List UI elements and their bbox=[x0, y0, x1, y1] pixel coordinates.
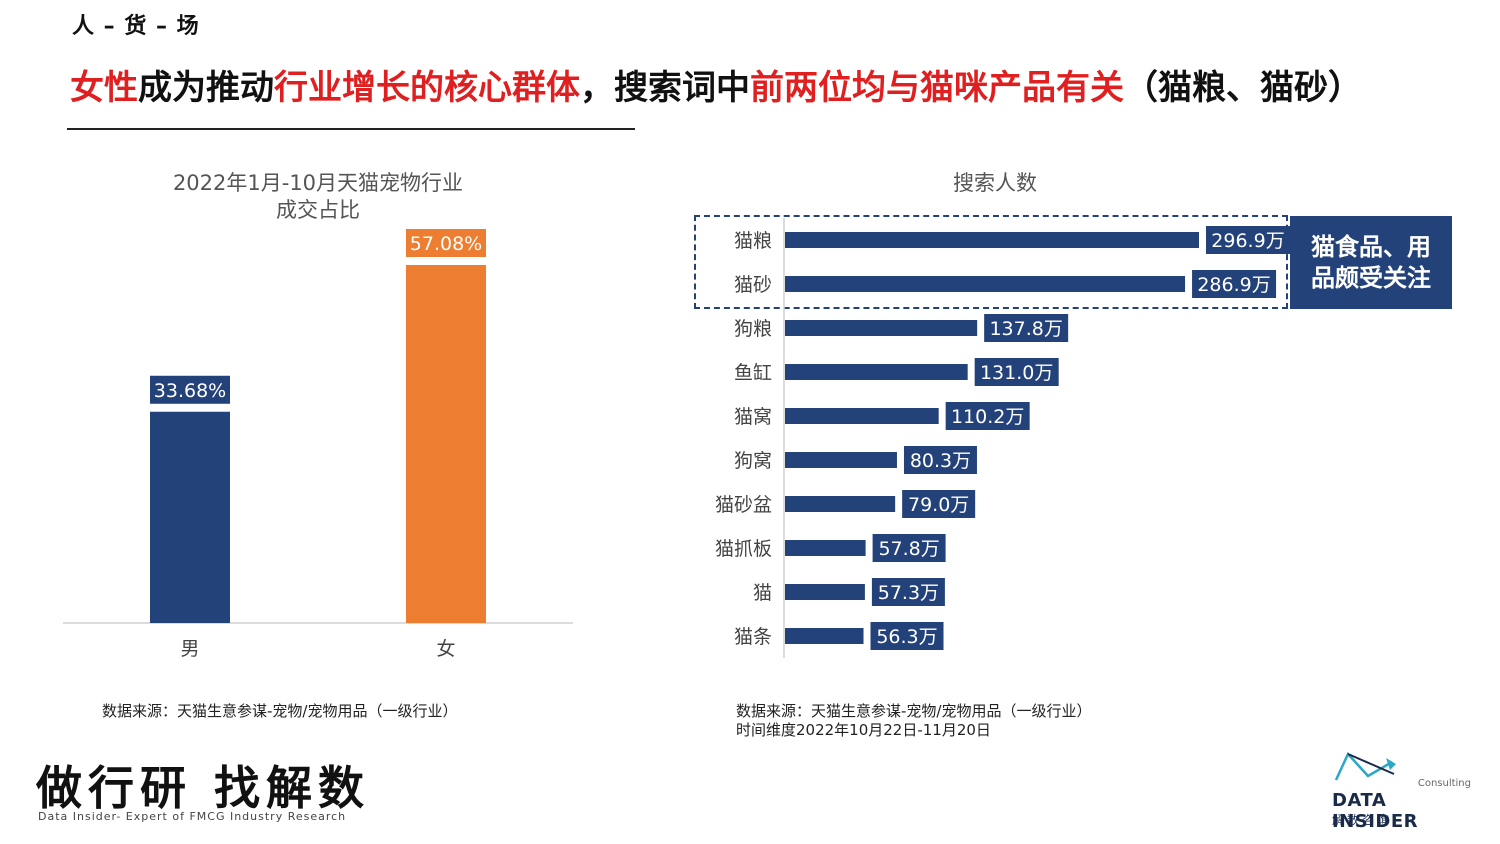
hbar-3 bbox=[785, 364, 968, 380]
hbar-8 bbox=[785, 584, 865, 600]
callout-line-1: 猫食品、用 bbox=[1311, 232, 1431, 261]
hbar-5 bbox=[785, 452, 897, 468]
callout-line-2: 品颇受关注 bbox=[1311, 263, 1431, 292]
title-divider bbox=[67, 128, 635, 130]
hbar-category-label-8: 猫 bbox=[753, 582, 772, 604]
right-source-line-1: 数据来源：天猫生意参谋-宠物/宠物用品（一级行业） bbox=[736, 702, 1092, 720]
search-volume-bar-chart: 296.9万 猫粮 286.9万 猫砂 137.8万 狗粮 131.0万 鱼缸 110.2万 猫窝… bbox=[715, 218, 1290, 658]
hbar-label-bg-9 bbox=[870, 622, 944, 650]
hbar-9 bbox=[785, 628, 864, 644]
hbar-value-label-0: 296.9万 bbox=[1211, 230, 1284, 252]
bar-label-bg-1 bbox=[406, 229, 486, 257]
category-label-1: 女 bbox=[436, 638, 455, 660]
hbar-6 bbox=[785, 496, 896, 512]
hbar-label-bg-1 bbox=[1192, 270, 1277, 298]
hbar-category-label-4: 猫窝 bbox=[734, 406, 772, 428]
hbar-value-label-4: 110.2万 bbox=[951, 406, 1024, 428]
callout-box: 猫食品、用 品颇受关注 bbox=[1290, 216, 1452, 309]
brand-tagline: Data Insider- Expert of FMCG Industry Re… bbox=[38, 810, 347, 823]
hbar-category-label-0: 猫粮 bbox=[734, 230, 772, 252]
hbar-label-bg-4 bbox=[945, 402, 1030, 430]
headline-part-3: ，搜索词中 bbox=[580, 68, 750, 108]
logo-mark-icon bbox=[1334, 751, 1396, 781]
left-chart-title: 2022年1月-10月天猫宠物行业 成交占比 bbox=[118, 170, 518, 224]
hbar-category-label-7: 猫抓板 bbox=[715, 538, 772, 560]
hbar-value-label-9: 56.3万 bbox=[876, 626, 937, 648]
headline-part-0: 女性 bbox=[70, 68, 138, 108]
section-tag: 人 – 货 – 场 bbox=[72, 14, 200, 39]
headline-part-4: 前两位均与猫咪产品有关 bbox=[750, 68, 1124, 108]
logo-consulting: Consulting bbox=[1417, 778, 1471, 789]
hbar-value-label-6: 79.0万 bbox=[908, 494, 969, 516]
hbar-value-label-2: 137.8万 bbox=[989, 318, 1062, 340]
hbar-category-label-3: 鱼缸 bbox=[734, 362, 772, 384]
top-two-highlight-box bbox=[694, 215, 1288, 309]
brand-slogan: 做行研 找解数 bbox=[36, 761, 371, 815]
hbar-4 bbox=[785, 408, 939, 424]
bar-value-label-0: 33.68% bbox=[154, 380, 226, 402]
right-chart-title: 搜索人数 bbox=[953, 171, 1037, 195]
left-chart-title-line-1: 2022年1月-10月天猫宠物行业 bbox=[172, 171, 464, 195]
right-source-note: 数据来源：天猫生意参谋-宠物/宠物用品（一级行业） 时间维度2022年10月22… bbox=[736, 702, 1091, 740]
gender-share-bar-chart: 33.68% 男 57.08% 女 bbox=[63, 229, 573, 660]
hbar-category-label-6: 猫砂盆 bbox=[715, 494, 772, 516]
headline: 女性成为推动行业增长的核心群体，搜索词中前两位均与猫咪产品有关（猫粮、猫砂） bbox=[70, 60, 1490, 109]
hbar-7 bbox=[785, 540, 866, 556]
hbar-label-bg-7 bbox=[872, 534, 946, 562]
bar-label-bg-0 bbox=[150, 375, 230, 404]
hbar-1 bbox=[785, 276, 1186, 292]
headline-part-5: （猫粮、猫砂） bbox=[1124, 68, 1362, 108]
bar-1 bbox=[406, 265, 486, 623]
hbar-category-label-1: 猫砂 bbox=[734, 274, 772, 296]
right-source-line-2: 时间维度2022年10月22日-11月20日 bbox=[736, 721, 991, 739]
hbar-value-label-5: 80.3万 bbox=[910, 450, 971, 472]
hbar-value-label-7: 57.8万 bbox=[878, 538, 939, 560]
hbar-label-bg-3 bbox=[974, 358, 1059, 386]
hbar-label-bg-0 bbox=[1206, 226, 1290, 254]
hbar-label-bg-5 bbox=[903, 446, 977, 474]
hbar-category-label-9: 猫条 bbox=[734, 626, 772, 648]
hbar-value-label-8: 57.3万 bbox=[878, 582, 939, 604]
left-chart-title-line-2: 成交占比 bbox=[276, 198, 360, 222]
headline-part-1: 成为推动 bbox=[138, 68, 274, 108]
headline-part-2: 行业增长的核心群体 bbox=[274, 68, 580, 108]
category-label-0: 男 bbox=[180, 638, 199, 660]
hbar-2 bbox=[785, 320, 978, 336]
hbar-label-bg-8 bbox=[871, 578, 945, 606]
bar-value-label-1: 57.08% bbox=[410, 233, 482, 255]
hbar-category-label-2: 狗粮 bbox=[734, 318, 772, 340]
left-source-note: 数据来源：天猫生意参谋-宠物/宠物用品（一级行业） bbox=[102, 702, 458, 720]
hbar-0 bbox=[785, 232, 1199, 248]
hbar-value-label-1: 286.9万 bbox=[1197, 274, 1270, 296]
logo-cn: 解数咨询 bbox=[1332, 813, 1393, 827]
hbar-value-label-3: 131.0万 bbox=[980, 362, 1053, 384]
hbar-label-bg-6 bbox=[902, 490, 976, 518]
hbar-category-label-5: 狗窝 bbox=[734, 450, 772, 472]
data-insider-logo: Consulting DATA INSIDER 解数咨询 bbox=[1330, 748, 1475, 832]
hbar-label-bg-2 bbox=[984, 314, 1069, 342]
logo-name: DATA INSIDER bbox=[1332, 790, 1419, 832]
bar-0 bbox=[150, 411, 230, 623]
